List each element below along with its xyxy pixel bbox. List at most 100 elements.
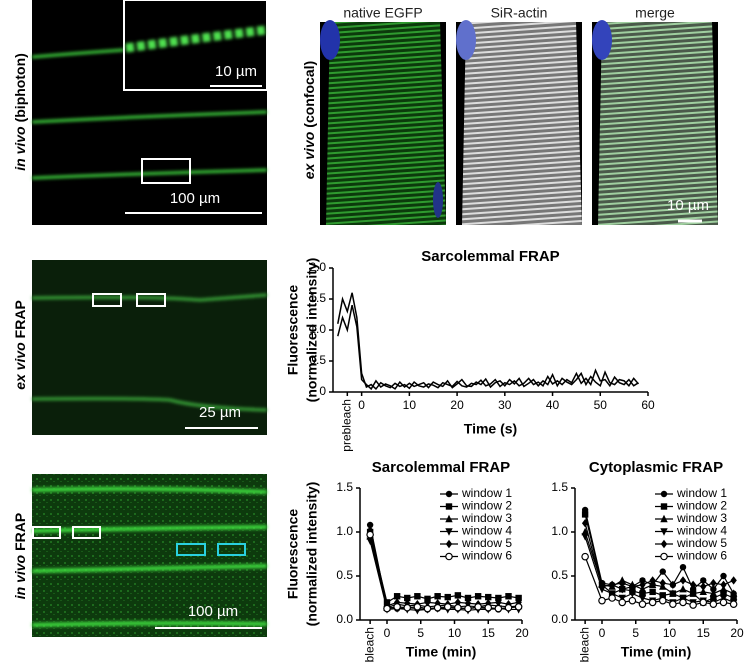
marker [648, 598, 657, 607]
x-axis-label: Time (s) [464, 421, 517, 437]
x-tick-label: 60 [641, 398, 655, 412]
y-tick-label: 1.0 [336, 524, 353, 538]
legend-label: window 6 [676, 549, 727, 563]
legend-marker [445, 503, 453, 510]
y-tick-label: 0.5 [551, 568, 568, 582]
marker [393, 602, 401, 611]
marker [669, 600, 677, 608]
panel-b: native EGFP SiR-actin merge 10 µm ex viv… [301, 5, 718, 225]
marker [730, 594, 737, 602]
marker [414, 593, 421, 600]
marker [484, 603, 493, 612]
marker [443, 602, 452, 611]
marker [639, 590, 646, 597]
marker [433, 603, 442, 612]
x-tick-label: 15 [697, 626, 711, 640]
marker [720, 580, 727, 589]
row-label-rest: FRAP [12, 513, 28, 551]
scale-label: 10 µm [215, 63, 257, 80]
marker [730, 576, 737, 585]
marker [581, 519, 589, 528]
x-tick-label: 30 [498, 398, 512, 412]
x-axis-label: Time (min) [406, 644, 477, 660]
marker [679, 585, 687, 593]
scale-label: 100 µm [170, 190, 220, 207]
marker [618, 598, 627, 607]
marker [689, 580, 697, 589]
legend-marker [660, 528, 668, 536]
marker [608, 590, 616, 598]
marker [649, 576, 656, 585]
marker [495, 598, 502, 607]
marker [444, 593, 451, 601]
y-tick-label: 1.0 [551, 524, 568, 538]
marker [424, 598, 431, 607]
marker [366, 530, 374, 539]
marker [659, 568, 666, 575]
marker [629, 582, 636, 591]
inset [123, 0, 268, 91]
y-tick-label: 0.5 [336, 568, 353, 582]
row-label: in vivo (biphoton) [12, 53, 28, 171]
legend-marker [660, 514, 668, 523]
scale-label: 10 µm [667, 197, 709, 214]
marker [504, 603, 513, 612]
scale-label: 25 µm [199, 404, 241, 421]
x-tick-label: prebleach [362, 627, 376, 662]
marker [720, 572, 727, 580]
y-axis-label: (normalized intensity) [304, 482, 320, 627]
row-label: in vivo FRAP [12, 513, 28, 599]
marker [649, 588, 656, 596]
panel-a: 10 µm 100 µm in vivo (biphoton) [12, 0, 268, 225]
x-tick-label: 10 [448, 626, 462, 640]
row-label-rest: (biphoton) [12, 53, 28, 122]
x-tick-label: 10 [663, 626, 677, 640]
y-tick-label: 1.5 [551, 480, 568, 494]
legend-marker [445, 514, 453, 523]
y-tick-label: 0.5 [309, 353, 326, 367]
series-line [337, 292, 639, 391]
marker [729, 600, 738, 608]
x-tick-label: 5 [632, 626, 639, 640]
marker [679, 576, 687, 585]
marker [366, 521, 374, 529]
row-label-italic: ex vivo [12, 342, 28, 390]
legend-label: window 1 [676, 486, 727, 500]
marker [710, 594, 717, 602]
marker [689, 601, 697, 609]
y-tick-label: 2.0 [309, 260, 326, 274]
legend-marker [660, 503, 668, 510]
marker [581, 552, 589, 561]
column-title: native EGFP [343, 5, 422, 21]
row-label: ex vivo (confocal) [301, 61, 317, 179]
x-tick-label: 0 [358, 398, 365, 412]
column-title: SiR-actin [491, 5, 548, 21]
marker [720, 590, 727, 597]
marker [608, 580, 616, 589]
marker [485, 593, 492, 601]
marker [618, 594, 626, 603]
legend-label: window 2 [676, 499, 727, 513]
row-label-italic: in vivo [12, 554, 28, 599]
marker [679, 598, 687, 607]
legend-label: window 1 [461, 486, 512, 500]
marker [581, 533, 589, 541]
marker [699, 587, 707, 596]
marker [639, 580, 646, 589]
marker [719, 598, 728, 607]
marker [669, 589, 677, 597]
marker [638, 594, 647, 603]
row-label-rest: FRAP [12, 300, 28, 338]
panel-d: 100 µm in vivo FRAP [12, 474, 268, 637]
y-tick-label: 1.5 [309, 291, 326, 305]
x-tick-label: prebleach [339, 399, 353, 452]
chart-title: Sarcolemmal FRAP [421, 248, 559, 265]
y-axis-label: Fluorescence [285, 285, 301, 375]
marker [581, 511, 589, 518]
legend-label: window 3 [676, 511, 727, 525]
x-tick-label: 15 [482, 626, 496, 640]
marker [638, 600, 647, 608]
y-tick-label: 1.5 [336, 480, 353, 494]
y-tick-label: 0.0 [551, 612, 568, 626]
